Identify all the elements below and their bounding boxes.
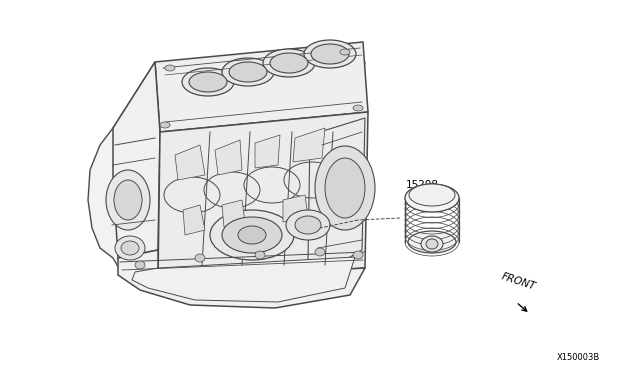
Ellipse shape xyxy=(222,58,274,86)
Ellipse shape xyxy=(409,184,455,206)
Ellipse shape xyxy=(165,65,175,71)
Ellipse shape xyxy=(304,40,356,68)
Ellipse shape xyxy=(106,170,150,230)
Ellipse shape xyxy=(189,72,227,92)
Ellipse shape xyxy=(115,236,145,260)
Polygon shape xyxy=(183,205,205,235)
Text: 15208: 15208 xyxy=(406,180,438,190)
Ellipse shape xyxy=(114,180,142,220)
Ellipse shape xyxy=(408,231,456,253)
Ellipse shape xyxy=(340,49,350,55)
Ellipse shape xyxy=(426,239,438,249)
Polygon shape xyxy=(140,65,358,143)
Ellipse shape xyxy=(295,216,321,234)
Ellipse shape xyxy=(270,53,308,73)
Text: FRONT: FRONT xyxy=(500,272,537,292)
Ellipse shape xyxy=(222,217,282,253)
Ellipse shape xyxy=(263,49,315,77)
Ellipse shape xyxy=(421,236,443,252)
Ellipse shape xyxy=(353,105,363,111)
Ellipse shape xyxy=(182,68,234,96)
Polygon shape xyxy=(132,257,355,302)
Polygon shape xyxy=(118,250,365,308)
Polygon shape xyxy=(283,195,308,222)
Ellipse shape xyxy=(195,254,205,262)
Polygon shape xyxy=(215,140,242,175)
Polygon shape xyxy=(88,62,160,282)
Polygon shape xyxy=(255,135,280,168)
Ellipse shape xyxy=(405,184,459,212)
Polygon shape xyxy=(175,145,205,180)
Ellipse shape xyxy=(121,241,139,255)
Ellipse shape xyxy=(286,210,330,240)
Ellipse shape xyxy=(229,62,267,82)
Ellipse shape xyxy=(311,44,349,64)
Text: X150003B: X150003B xyxy=(557,353,600,362)
Polygon shape xyxy=(155,42,368,132)
Ellipse shape xyxy=(353,251,363,259)
Ellipse shape xyxy=(325,158,365,218)
Polygon shape xyxy=(308,118,365,262)
Ellipse shape xyxy=(255,251,265,259)
Polygon shape xyxy=(222,200,245,227)
Polygon shape xyxy=(293,128,325,162)
Ellipse shape xyxy=(210,210,294,260)
Polygon shape xyxy=(158,112,368,280)
Ellipse shape xyxy=(315,146,375,230)
Polygon shape xyxy=(113,62,160,258)
Polygon shape xyxy=(133,62,365,144)
Ellipse shape xyxy=(160,122,170,128)
Ellipse shape xyxy=(315,248,325,256)
Ellipse shape xyxy=(135,261,145,269)
Ellipse shape xyxy=(238,226,266,244)
